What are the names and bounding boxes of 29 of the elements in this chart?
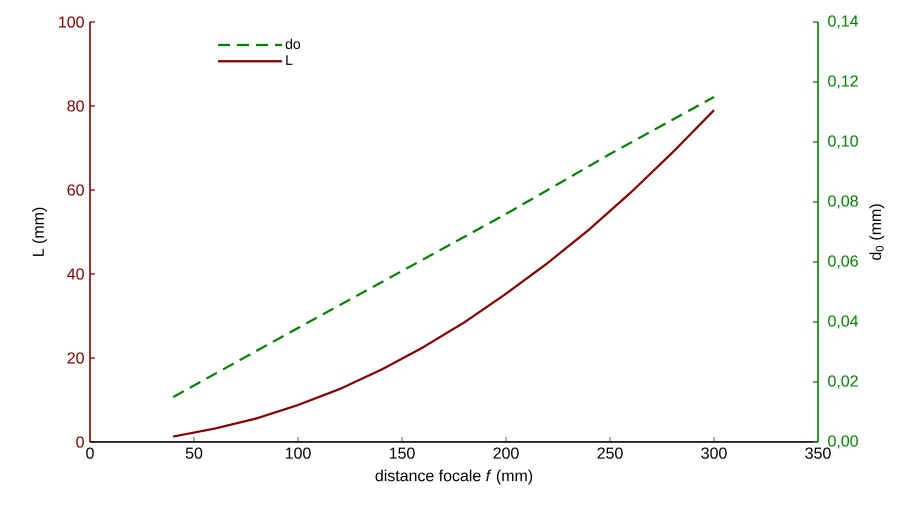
x-tick-label: 250 [598, 448, 623, 459]
legend-label: do [286, 38, 300, 50]
x-tick-label: 100 [286, 448, 311, 459]
y-tick-label: 100 [59, 16, 84, 28]
x-tick-label: 350 [805, 448, 831, 459]
y-tick-label: 20 [68, 352, 84, 364]
y-tick-label: 80 [67, 100, 84, 112]
y2-tick-label: 0,06 [828, 255, 858, 269]
line-series [172, 96, 716, 398]
x-tick-label: 200 [494, 448, 519, 459]
line-series [172, 109, 716, 438]
x-tick-label: 50 [186, 448, 202, 459]
x-tick-label: 300 [701, 448, 727, 459]
y2-tick-label: 0,10 [828, 135, 858, 149]
y2-axis-title: d$_{0}$ (mm) [869, 204, 884, 260]
y-axis-title: L (mm) [32, 208, 48, 256]
y2-tick-label: 0,02 [828, 375, 858, 389]
y-tick-label: 0 [76, 436, 84, 448]
y2-tick-label: 0,00 [828, 435, 858, 449]
y2-tick-label: 0,04 [828, 315, 858, 329]
x-axis-title: distance focale f (mm) [376, 470, 532, 484]
legend-label: L [286, 55, 292, 65]
y2-tick-label: 0,14 [828, 15, 858, 29]
x-tick-label: 0 [86, 448, 94, 459]
y-tick-label: 40 [67, 268, 84, 280]
y2-tick-label: 0,12 [828, 75, 858, 89]
x-tick-label: 150 [390, 448, 415, 459]
y2-tick-label: 0,08 [828, 195, 858, 209]
y-tick-label: 60 [68, 184, 84, 196]
